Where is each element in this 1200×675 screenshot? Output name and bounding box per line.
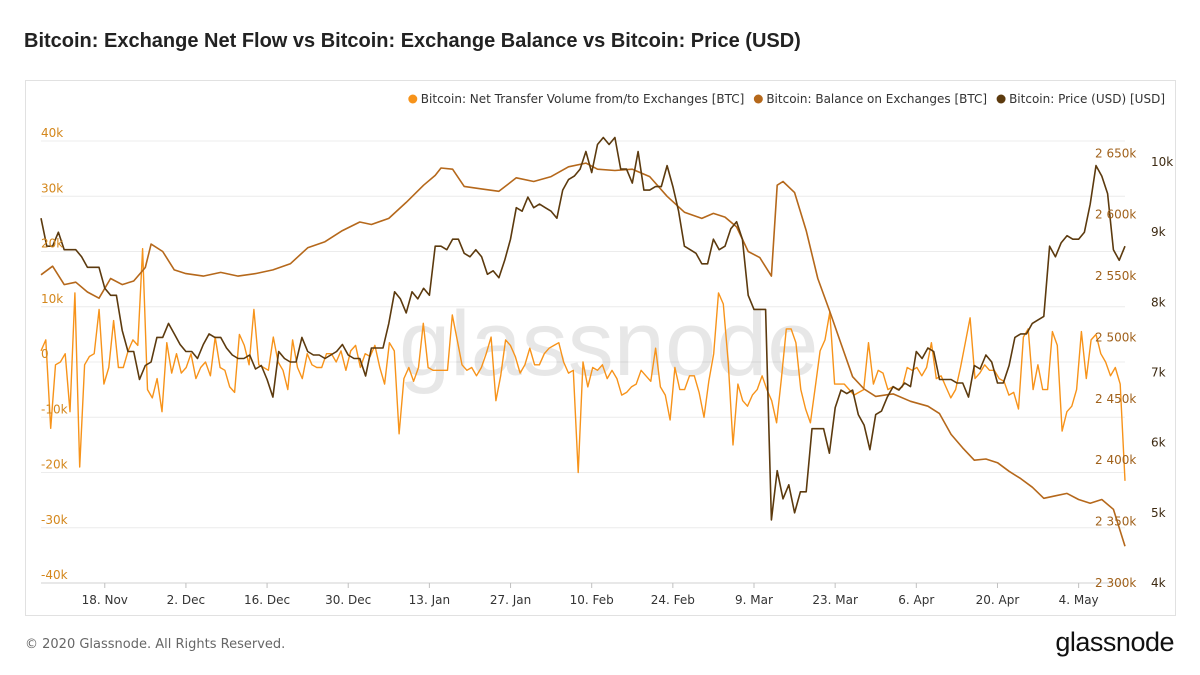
series-line-netflow (40, 248, 1126, 481)
legend-marker (408, 94, 418, 104)
legend-label: Bitcoin: Balance on Exchanges [BTC] (766, 92, 987, 106)
x-tick-label: 9. Mar (735, 593, 773, 607)
x-tick-label: 10. Feb (570, 593, 614, 607)
y-tick-price: 4k (1151, 576, 1166, 590)
y-tick-netflow: -40k (41, 568, 68, 582)
brand-logo[interactable]: glassnode (1055, 627, 1174, 657)
x-tick-label: 4. May (1059, 593, 1099, 607)
x-tick-label: 18. Nov (82, 593, 128, 607)
x-tick-label: 2. Dec (167, 593, 205, 607)
y-tick-netflow: 30k (41, 181, 63, 195)
x-tick-label: 13. Jan (409, 593, 450, 607)
legend-label: Bitcoin: Price (USD) [USD] (1009, 92, 1165, 106)
y-tick-netflow: -20k (41, 458, 68, 472)
y-tick-netflow: -30k (41, 513, 68, 527)
x-tick-label: 20. Apr (976, 593, 1020, 607)
x-tick-label: 23. Mar (812, 593, 858, 607)
y-tick-netflow: 40k (41, 126, 63, 140)
x-tick-label: 6. Apr (898, 593, 934, 607)
legend-item-price[interactable]: Bitcoin: Price (USD) [USD] (996, 92, 1165, 106)
legend[interactable]: Bitcoin: Price (USD) [USD] Bitcoin: Balan… (408, 92, 1165, 106)
legend-marker (996, 94, 1006, 104)
y-tick-balance: 2 450k (1095, 392, 1136, 406)
copyright-text: © 2020 Glassnode. All Rights Reserved. (25, 637, 286, 652)
y-tick-price: 9k (1151, 225, 1166, 239)
y-tick-price: 10k (1151, 155, 1173, 169)
chart-panel: glassnode -40k -30k -20k -10k 0 10k 20k 30k 40k 1… (25, 80, 1176, 616)
axes: -40k -30k -20k -10k 0 10k 20k 30k 40k 18. Nov 2. D… (41, 126, 1173, 607)
x-tick-label: 30. Dec (325, 593, 371, 607)
y-tick-balance: 2 400k (1095, 453, 1136, 467)
series-line-price (40, 136, 1126, 521)
page-title: Bitcoin: Exchange Net Flow vs Bitcoin: E… (24, 30, 801, 52)
y-tick-netflow: 0 (41, 347, 49, 361)
x-tick-label: 27. Jan (490, 593, 531, 607)
y-tick-netflow: 20k (41, 237, 63, 251)
y-tick-balance: 2 350k (1095, 515, 1136, 529)
y-tick-balance: 2 500k (1095, 330, 1136, 344)
x-tick-label: 16. Dec (244, 593, 290, 607)
y-tick-balance: 2 600k (1095, 208, 1136, 222)
y-tick-price: 6k (1151, 436, 1166, 450)
y-tick-price: 8k (1151, 295, 1166, 309)
chart-svg: glassnode -40k -30k -20k -10k 0 10k 20k 30k 40k 1… (40, 92, 1173, 607)
legend-marker (753, 94, 763, 104)
y-tick-price: 7k (1151, 366, 1166, 380)
y-tick-balance: 2 550k (1095, 269, 1136, 283)
y-tick-netflow: -10k (41, 402, 68, 416)
watermark: glassnode (399, 293, 818, 395)
series-layer (40, 136, 1126, 547)
y-tick-balance: 2 300k (1095, 576, 1136, 590)
legend-label: Bitcoin: Net Transfer Volume from/to Exc… (421, 92, 745, 106)
legend-item-balance[interactable]: Bitcoin: Balance on Exchanges [BTC] (753, 92, 987, 106)
y-tick-balance: 2 650k (1095, 146, 1136, 160)
legend-item-netflow[interactable]: Bitcoin: Net Transfer Volume from/to Exc… (408, 92, 744, 106)
x-tick-label: 24. Feb (651, 593, 695, 607)
y-tick-price: 5k (1151, 506, 1166, 520)
y-tick-netflow: 10k (41, 292, 63, 306)
